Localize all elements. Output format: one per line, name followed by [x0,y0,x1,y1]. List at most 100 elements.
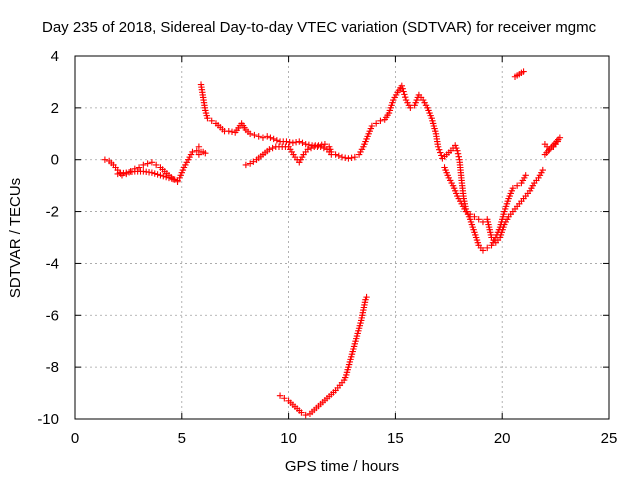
data-point [195,143,203,150]
data-point [208,117,215,125]
x-tick-label: 20 [494,430,511,447]
plot-frame [74,55,610,420]
data-point [435,146,443,153]
data-point [466,210,474,218]
data-point [296,138,303,145]
data-point [204,115,211,122]
y-tick-label: -4 [46,255,59,272]
data-point [304,146,312,153]
data-point [154,171,161,178]
x-tick-label: 25 [601,430,618,447]
y-tick-label: 2 [51,100,59,117]
data-point [189,148,196,156]
x-tick-label: 10 [280,430,297,447]
y-tick-label: -6 [46,307,59,324]
data-point [267,134,274,141]
data-point [171,176,178,183]
y-tick-label: -2 [46,204,59,221]
data-point [269,144,276,152]
data-point [273,137,281,144]
data-point [342,154,349,161]
data-point [398,82,406,90]
data-point [242,161,250,169]
data-point [286,139,293,146]
data-point [148,159,156,166]
data-point [454,147,461,154]
data-point [328,151,335,158]
data-point [168,175,176,182]
data-point [299,139,306,147]
data-point [152,161,160,169]
data-point [541,151,549,158]
x-tick-label: 5 [178,430,186,447]
data-point [317,143,324,150]
data-point [101,156,109,163]
data-point [160,172,167,180]
data-point [471,213,478,220]
data-point [520,68,527,75]
data-point [135,164,143,171]
chart-title: Day 235 of 2018, Sidereal Day-to-day VTE… [42,19,597,36]
y-tick-label: -10 [37,411,59,428]
data-point [479,247,487,254]
data-point [455,153,462,160]
data-point [484,244,491,252]
data-point [402,94,409,101]
data-point [162,173,170,181]
data-point [266,146,273,153]
data-point [140,161,147,169]
grid [75,56,609,419]
data-point [437,149,444,156]
data-point [225,127,232,135]
data-point [513,182,521,189]
y-tick-label: 0 [51,152,59,169]
data-point [289,139,297,147]
data-point [202,150,209,157]
y-axis-label: SDTVAR / TECUs [7,178,24,298]
data-point [298,409,305,416]
data-point [351,153,359,161]
data-point [307,144,315,152]
data-point [522,172,529,179]
data-point [400,88,407,95]
data-point [250,158,257,165]
data-point [454,150,462,157]
data-point [399,85,406,92]
data-point [475,216,482,223]
data-point [320,144,328,152]
data-point [434,143,442,150]
data-point [251,131,258,139]
y-axis: 4 2 0 -2 -4 -6 -8 -10 [37,48,609,428]
data-point [302,411,309,419]
data-point [283,138,290,145]
data-point [368,122,376,130]
data-point [292,139,300,146]
x-tick-label: 15 [387,430,404,447]
x-axis: 0 5 10 15 20 25 [71,56,618,447]
data-point [438,152,445,159]
data-points [101,68,564,419]
data-point [377,117,384,125]
data-point [151,170,158,177]
data-point [264,133,271,140]
y-tick-label: 4 [51,48,59,65]
data-point [302,140,309,148]
data-point [193,147,200,154]
data-point [338,153,346,161]
data-point [144,160,151,167]
data-point [259,134,267,141]
data-point [165,174,173,182]
data-point [539,166,546,174]
data-point [305,141,313,149]
x-tick-label: 0 [71,430,79,447]
data-point [462,208,470,215]
x-axis-label: GPS time / hours [285,458,399,475]
data-point [246,160,254,167]
data-point [335,152,342,160]
data-point [255,133,262,140]
data-point [407,104,414,112]
data-point [228,128,236,136]
data-point [363,293,370,301]
data-point [148,169,156,176]
